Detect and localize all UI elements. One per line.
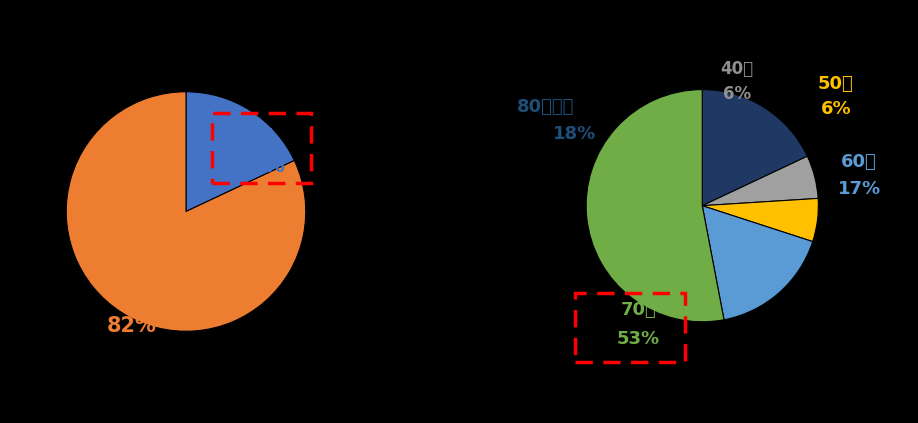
Text: 82%: 82% [107, 316, 157, 336]
Text: 男性: 男性 [248, 127, 273, 147]
Text: 40代: 40代 [721, 60, 754, 78]
Text: 80歳以上: 80歳以上 [517, 98, 574, 116]
Text: 6%: 6% [723, 85, 751, 103]
Wedge shape [702, 90, 807, 206]
Wedge shape [586, 90, 724, 322]
Wedge shape [186, 92, 295, 212]
Wedge shape [702, 198, 818, 242]
Text: 18%: 18% [235, 156, 285, 176]
Text: 70代: 70代 [621, 301, 656, 319]
Text: 17%: 17% [837, 181, 880, 198]
Text: 50代: 50代 [818, 75, 854, 93]
Wedge shape [66, 92, 306, 331]
Text: 女性: 女性 [119, 288, 145, 308]
Text: 60代: 60代 [841, 153, 877, 170]
Text: 53%: 53% [617, 330, 660, 348]
Wedge shape [702, 206, 812, 320]
Text: 18%: 18% [553, 125, 596, 143]
Text: 6%: 6% [821, 100, 851, 118]
Wedge shape [702, 156, 818, 206]
